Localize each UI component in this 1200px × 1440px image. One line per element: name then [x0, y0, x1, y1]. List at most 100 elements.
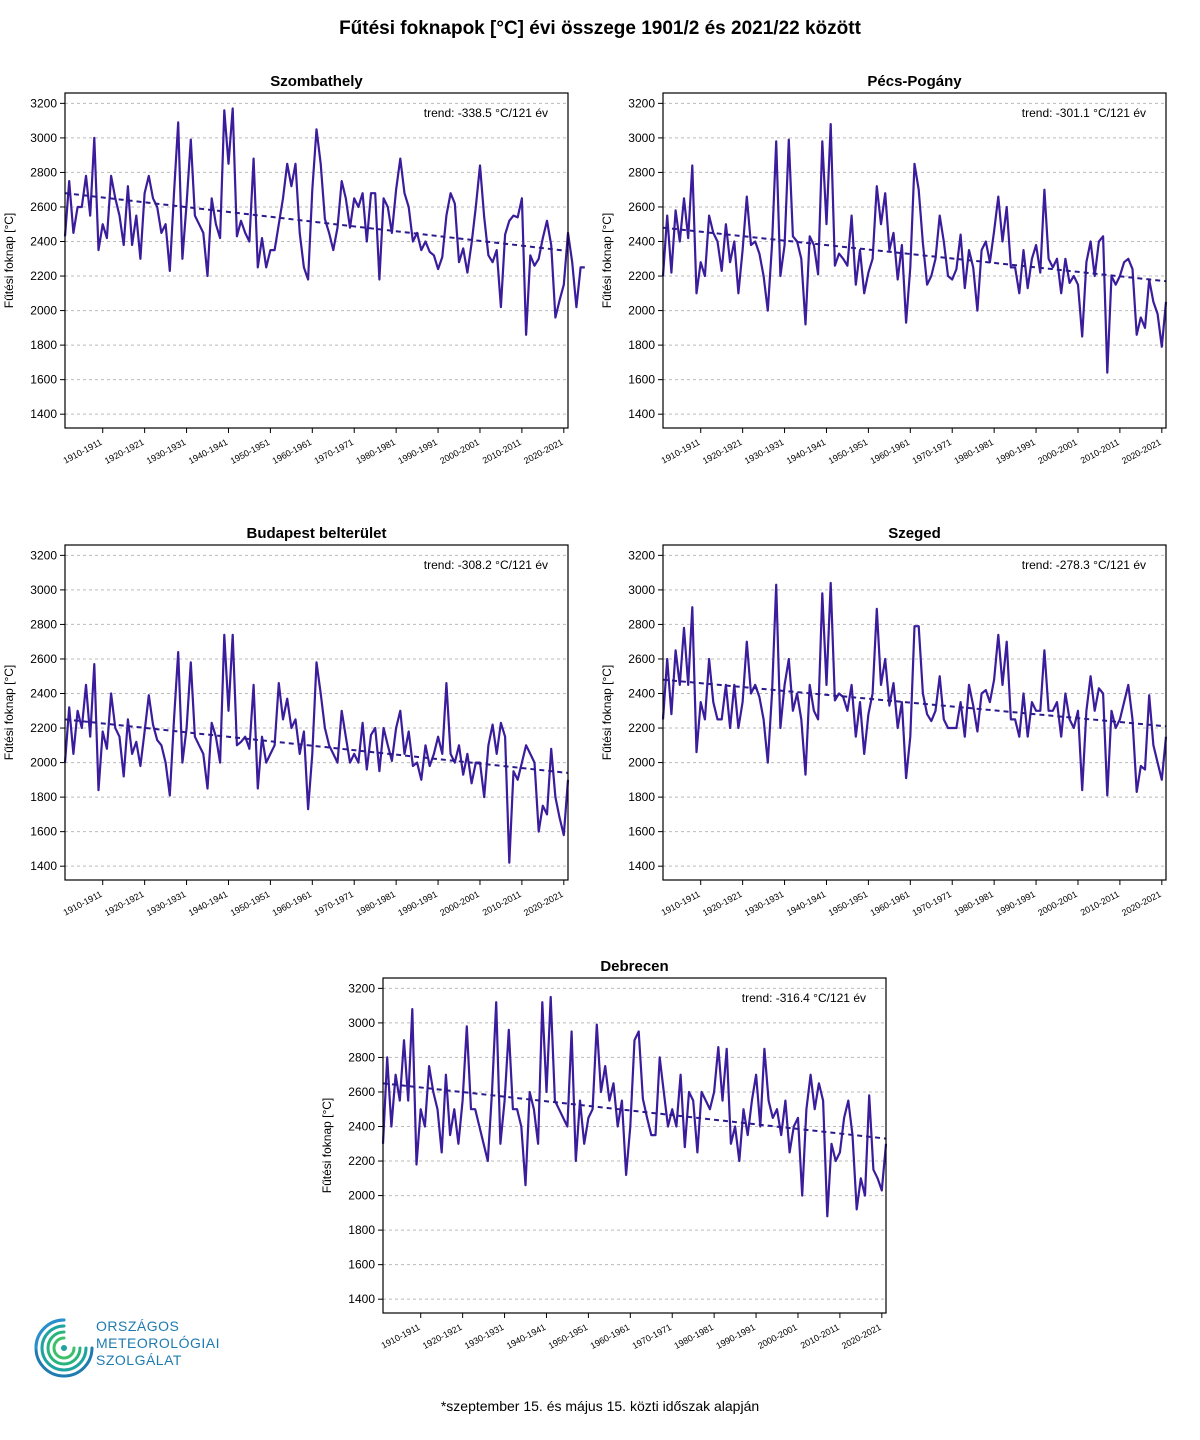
x-tick-label: 1930-1931	[743, 437, 786, 466]
y-tick-label: 3000	[348, 1016, 375, 1030]
y-tick-label: 1600	[628, 825, 655, 839]
x-tick-label: 1930-1931	[743, 889, 786, 918]
panel-title: Pécs-Pogány	[867, 73, 962, 90]
x-tick-label: 1970-1971	[630, 1322, 673, 1351]
x-tick-label: 1990-1991	[994, 437, 1037, 466]
x-tick-label: 2000-2001	[438, 889, 481, 918]
y-tick-label: 3200	[30, 96, 57, 110]
x-tick-label: 1950-1951	[827, 889, 870, 918]
x-tick-label: 1950-1951	[229, 437, 272, 466]
omsz-logo-icon	[34, 1318, 94, 1378]
x-tick-label: 2010-2011	[799, 1322, 841, 1351]
x-tick-label: 1980-1981	[952, 437, 995, 466]
y-tick-label: 3000	[30, 131, 57, 145]
chart-budapest-belterulet: Budapest belterület 1400 1600 1800 2000 2200 2…	[2, 525, 570, 918]
y-axis-label: Fűtési foknap [°C]	[2, 665, 16, 761]
y-tick-label: 2200	[30, 269, 57, 283]
y-tick-label: 1600	[628, 373, 655, 387]
x-tick-label: 1940-1941	[187, 437, 230, 466]
plot-frame	[64, 92, 569, 429]
y-tick-label: 1400	[30, 407, 57, 421]
x-tick-label: 1980-1981	[354, 889, 397, 918]
x-tick-label: 1920-1921	[103, 437, 146, 466]
y-tick-label: 1800	[628, 338, 655, 352]
x-tick-label: 1990-1991	[994, 889, 1037, 918]
y-tick-label: 1600	[30, 825, 57, 839]
x-tick-label: 1920-1921	[701, 889, 744, 918]
logo-line-3: SZOLGÁLAT	[96, 1352, 182, 1368]
y-tick-label: 2800	[628, 165, 655, 179]
x-tick-label: 1960-1961	[869, 889, 912, 918]
y-tick-label: 1800	[30, 338, 57, 352]
trend-line	[662, 678, 1167, 728]
x-tick-label: 2020-2021	[840, 1322, 883, 1351]
chart-debrecen: Debrecen 1400 1600 1800 2000 2200 2400 2600 2800…	[320, 958, 888, 1351]
y-tick-label: 2400	[30, 235, 57, 249]
y-tick-label: 2200	[30, 721, 57, 735]
y-tick-label: 2800	[30, 617, 57, 631]
y-tick-label: 2600	[348, 1085, 375, 1099]
y-tick-label: 2200	[348, 1154, 375, 1168]
trend-label: trend: -278.3 °C/121 év	[1022, 558, 1146, 572]
y-tick-label: 3000	[628, 131, 655, 145]
x-tick-label: 1950-1951	[229, 889, 272, 918]
main-title: Fűtési foknapok [°C] évi összege 1901/2 …	[339, 18, 861, 39]
trend-label: trend: -301.1 °C/121 év	[1022, 106, 1146, 120]
panel-title: Debrecen	[600, 958, 668, 975]
y-tick-label: 1400	[348, 1292, 375, 1306]
panel-title: Szombathely	[270, 73, 363, 90]
y-tick-label: 2200	[628, 721, 655, 735]
x-tick-label: 2000-2001	[1036, 889, 1079, 918]
x-tick-label: 1910-1911	[380, 1322, 422, 1351]
x-tick-label: 2020-2021	[522, 437, 565, 466]
y-tick-label: 2800	[30, 165, 57, 179]
y-tick-label: 2000	[628, 756, 655, 770]
x-tick-label: 1980-1981	[952, 889, 995, 918]
y-axis-label: Fűtési foknap [°C]	[600, 665, 614, 761]
x-tick-label: 1910-1911	[660, 889, 702, 918]
x-tick-label: 2020-2021	[522, 889, 565, 918]
y-axis-label: Fűtési foknap [°C]	[320, 1098, 334, 1194]
y-tick-label: 2400	[628, 235, 655, 249]
y-tick-label: 2600	[628, 200, 655, 214]
footnote: *szeptember 15. és május 15. közti idősz…	[440, 1398, 760, 1414]
x-tick-label: 2020-2021	[1120, 889, 1163, 918]
y-tick-label: 1800	[30, 790, 57, 804]
x-tick-label: 1990-1991	[396, 437, 439, 466]
x-tick-label: 2010-2011	[1079, 889, 1121, 918]
plot-frame	[662, 92, 1167, 429]
logo-line-2: METEOROLÓGIAI	[96, 1335, 220, 1351]
chart-szombathely: Szombathely 1400 1600 1800 2000 2200 2400 2600 2…	[2, 73, 585, 466]
trend-line	[64, 718, 569, 774]
series-line	[63, 107, 585, 336]
x-tick-label: 2000-2001	[1036, 437, 1079, 466]
plot-frame	[662, 544, 1167, 881]
x-tick-label: 1910-1911	[660, 437, 702, 466]
x-tick-label: 1980-1981	[672, 1322, 715, 1351]
y-tick-label: 2400	[30, 687, 57, 701]
x-tick-label: 2010-2011	[1079, 437, 1121, 466]
x-tick-label: 1920-1921	[103, 889, 146, 918]
x-tick-label: 1930-1931	[145, 889, 188, 918]
trend-line	[382, 1082, 887, 1140]
y-tick-label: 2600	[30, 652, 57, 666]
y-tick-label: 3200	[30, 548, 57, 562]
y-tick-label: 2000	[30, 304, 57, 318]
series-line	[63, 633, 570, 864]
y-tick-label: 3000	[628, 583, 655, 597]
series-line	[381, 995, 888, 1218]
y-tick-label: 3200	[628, 96, 655, 110]
x-tick-label: 1990-1991	[714, 1322, 757, 1351]
y-tick-label: 2600	[628, 652, 655, 666]
y-tick-label: 2400	[628, 687, 655, 701]
x-tick-label: 1950-1951	[827, 437, 870, 466]
x-tick-label: 1960-1961	[271, 889, 314, 918]
y-tick-label: 2000	[348, 1189, 375, 1203]
x-tick-label: 1940-1941	[187, 889, 230, 918]
y-tick-label: 3200	[348, 981, 375, 995]
x-tick-label: 2020-2021	[1120, 437, 1163, 466]
trend-line	[64, 192, 569, 252]
y-tick-label: 1800	[628, 790, 655, 804]
x-tick-label: 1930-1931	[463, 1322, 506, 1351]
x-tick-label: 1950-1951	[547, 1322, 590, 1351]
